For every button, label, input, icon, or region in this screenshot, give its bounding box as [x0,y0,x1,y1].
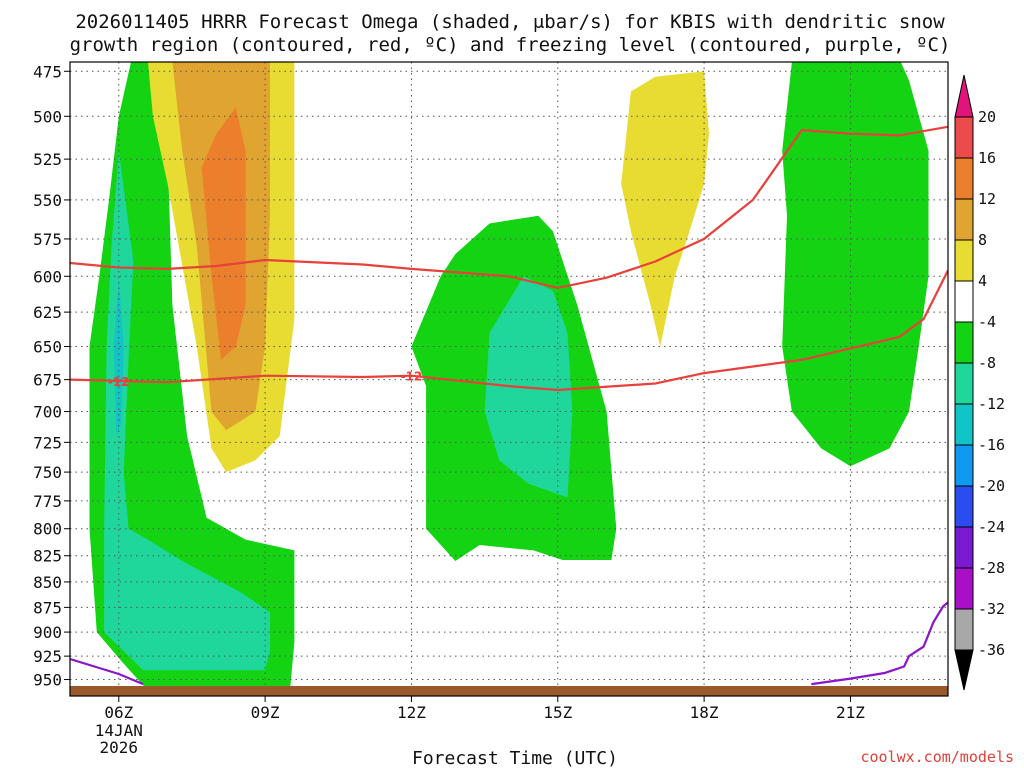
colorbar-label: -28 [978,559,1005,577]
x-axis-label: Forecast Time (UTC) [412,748,618,768]
colorbar-segment [954,403,974,446]
colorbar-label: -36 [978,641,1005,659]
contour-lines: -12 -12 [70,125,948,686]
colorbar-segment [954,116,974,159]
y-tick-label: 900 [33,623,62,642]
colorbar-label: -4 [978,313,996,331]
y-tick-label: 650 [33,338,62,357]
colorbar-label: 16 [978,149,996,167]
colorbar-label: -16 [978,436,1005,454]
colorbar-segment [954,608,974,651]
y-axis-ticks: 475 500 525 550 575 600 625 650 675 700 725 750 775 8… [33,62,70,690]
colorbar-label: 12 [978,190,996,208]
colorbar-label: 8 [978,231,987,249]
gridlines [70,62,948,696]
omega-region-west-cyan-sliver [113,276,124,437]
dgz-contour--18C [70,125,948,290]
x-tick-label: 15Z [543,703,572,722]
chart-title-line2: growth region (contoured, red, ºC) and f… [70,34,951,56]
x-tick-label: 09Z [251,703,280,722]
colorbar-segment [954,485,974,528]
omega-shaded-regions [89,62,929,696]
y-tick-label: 725 [33,433,62,452]
y-tick-label: 700 [33,403,62,422]
x-tick-label: 18Z [690,703,719,722]
plot-area: -12 -12 [69,61,949,697]
colorbar-top-cap [954,74,974,118]
colorbar-segment [954,567,974,610]
freezing-level-right [811,601,948,686]
colorbar-label: -12 [978,395,1005,413]
y-tick-label: 775 [33,492,62,511]
x-date-label: 14JAN [95,721,143,740]
y-tick-label: 750 [33,463,62,482]
colorbar-segment [954,198,974,241]
y-tick-label: 825 [33,547,62,566]
colorbar-label: 20 [978,108,996,126]
omega-region-west-orange [201,107,246,360]
colorbar-label: -24 [978,518,1005,536]
x-tick-label: 21Z [836,703,865,722]
colorbar-bottom-cap [954,649,974,691]
colorbar-label: -32 [978,600,1005,618]
x-tick-label: 12Z [397,703,426,722]
freezing-level-left [70,657,144,686]
colorbar-segment [954,444,974,487]
y-tick-label: 600 [33,267,62,286]
y-tick-label: 550 [33,191,62,210]
y-tick-label: 950 [33,671,62,690]
credit-text: coolwx.com/models [860,748,1014,766]
colorbar-segment [954,157,974,200]
colorbar-label: -20 [978,477,1005,495]
colorbar-segment [954,362,974,405]
contour-label: -12 [401,370,423,384]
y-tick-label: 625 [33,303,62,322]
omega-region-east-green [782,62,929,467]
plot-frame [69,61,949,697]
y-tick-label: 475 [33,62,62,81]
colorbar-segment [954,321,974,364]
colorbar: 20 16 12 8 4 -4 -8 -12 -16 -20 -24 -28 -32 -36 [954,74,1005,691]
dgz-contour--12C [70,269,948,392]
x-date-label: 2026 [100,738,139,757]
x-tick-label: 06Z [104,703,133,722]
colorbar-segment [954,526,974,569]
y-tick-label: 925 [33,647,62,666]
contour-label: -12 [108,375,130,389]
chart-title-line1: 2026011405 HRRR Forecast Omega (shaded, … [75,11,945,33]
y-tick-label: 525 [33,150,62,169]
colorbar-label: 4 [978,272,987,290]
colorbar-segment [954,239,974,282]
y-tick-label: 850 [33,573,62,592]
y-tick-label: 875 [33,598,62,617]
y-tick-label: 800 [33,520,62,539]
colorbar-segment [954,280,974,323]
y-tick-label: 575 [33,230,62,249]
omega-region-east-yellow [621,71,709,347]
y-tick-label: 500 [33,107,62,126]
y-tick-label: 675 [33,371,62,390]
omega-region-west-teal [104,150,270,671]
ground-strip [70,686,948,696]
colorbar-label: -8 [978,354,996,372]
